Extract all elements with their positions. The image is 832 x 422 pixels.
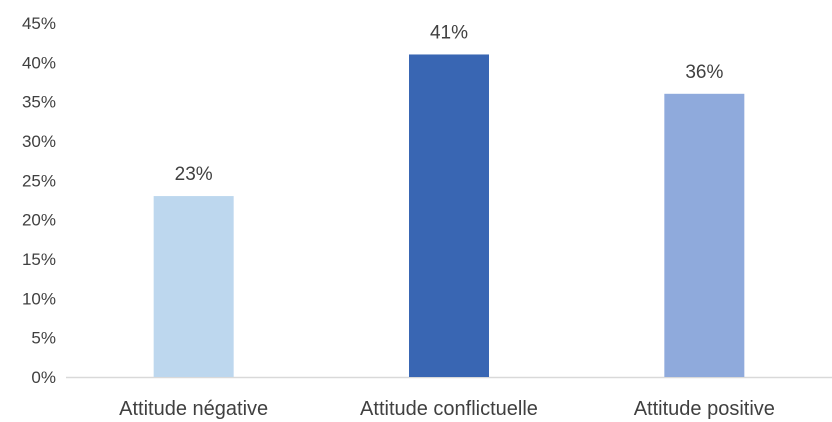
category-label: Attitude négative bbox=[119, 398, 268, 420]
y-tick-label: 15% bbox=[22, 250, 56, 269]
y-tick-label: 10% bbox=[22, 289, 56, 308]
y-tick-label: 0% bbox=[31, 368, 56, 387]
y-tick-label: 35% bbox=[22, 93, 56, 112]
bar bbox=[664, 93, 745, 378]
bar bbox=[153, 196, 234, 377]
y-tick-label: 45% bbox=[22, 14, 56, 33]
y-axis-ticks: 0% 5% 10% 15% 20% 25% 30% 35% 40% 45% bbox=[22, 14, 56, 387]
y-tick-label: 40% bbox=[22, 53, 56, 72]
bar bbox=[409, 54, 489, 377]
bars-group bbox=[153, 54, 745, 378]
y-tick-label: 25% bbox=[22, 171, 56, 190]
bar-data-label: 41% bbox=[430, 22, 468, 43]
bar-data-label: 36% bbox=[685, 62, 723, 83]
y-tick-label: 20% bbox=[22, 211, 56, 230]
y-tick-label: 30% bbox=[22, 132, 56, 151]
data-labels-group: 23% 41% 36% bbox=[175, 22, 724, 185]
bar-data-label: 23% bbox=[175, 164, 213, 185]
category-label: Attitude positive bbox=[634, 398, 775, 420]
category-label: Attitude conflictuelle bbox=[360, 398, 538, 420]
category-labels-group: Attitude négative Attitude conflictuelle A… bbox=[119, 398, 775, 420]
y-tick-label: 5% bbox=[31, 329, 56, 348]
